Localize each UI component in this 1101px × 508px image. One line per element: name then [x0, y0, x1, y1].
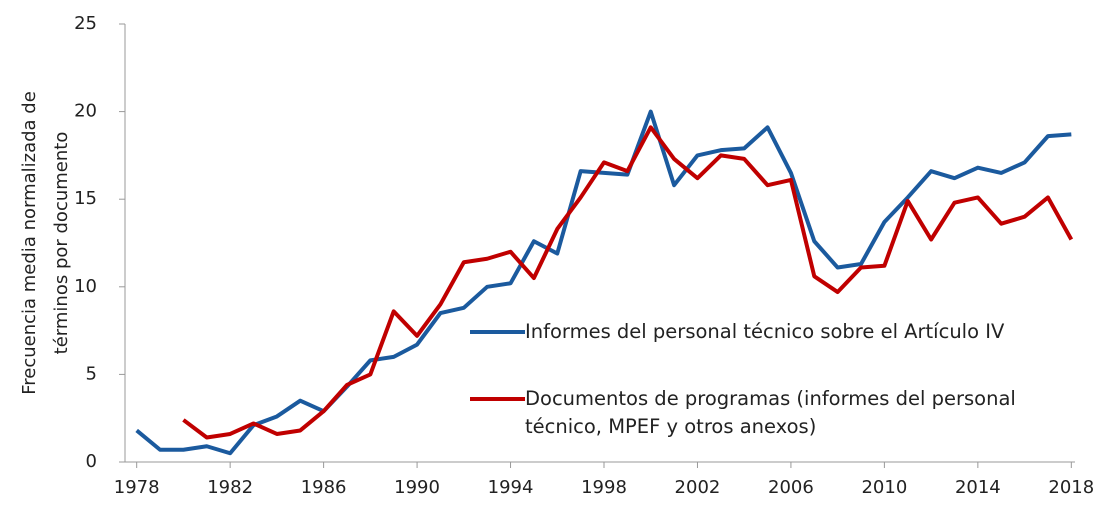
x-tick-label: 1998 — [581, 477, 627, 498]
x-tick-label: 2010 — [861, 477, 907, 498]
y-tick-label: 5 — [86, 363, 97, 384]
x-tick-label: 1986 — [301, 477, 347, 498]
x-tick-label: 2006 — [768, 477, 814, 498]
y-tick-label: 15 — [74, 188, 97, 209]
x-tick-label: 1994 — [488, 477, 534, 498]
x-tick-label: 2014 — [955, 477, 1001, 498]
x-tick-label: 2018 — [1048, 477, 1094, 498]
legend-label: Documentos de programas (informes del pe… — [525, 387, 1016, 438]
legend-item: Informes del personal técnico sobre el A… — [470, 318, 1090, 346]
series-line — [135, 109, 1072, 456]
legend-swatch — [470, 330, 525, 334]
x-tick-label: 1978 — [114, 477, 160, 498]
y-tick-label: 25 — [74, 13, 97, 34]
series-line — [182, 125, 1074, 440]
y-axis-label: Frecuencia media normalizada de — [19, 91, 40, 395]
y-axis-label: términos por documento — [51, 132, 72, 355]
legend-label: Informes del personal técnico sobre el A… — [525, 320, 1005, 343]
x-tick-label: 1982 — [207, 477, 253, 498]
x-tick-label: 2002 — [675, 477, 721, 498]
legend-swatch — [470, 397, 525, 401]
y-tick-label: 0 — [86, 451, 97, 472]
y-tick-label: 10 — [74, 276, 97, 297]
legend-item: Documentos de programas (informes del pe… — [470, 385, 1090, 441]
x-tick-label: 1990 — [394, 477, 440, 498]
y-tick-label: 20 — [74, 101, 97, 122]
